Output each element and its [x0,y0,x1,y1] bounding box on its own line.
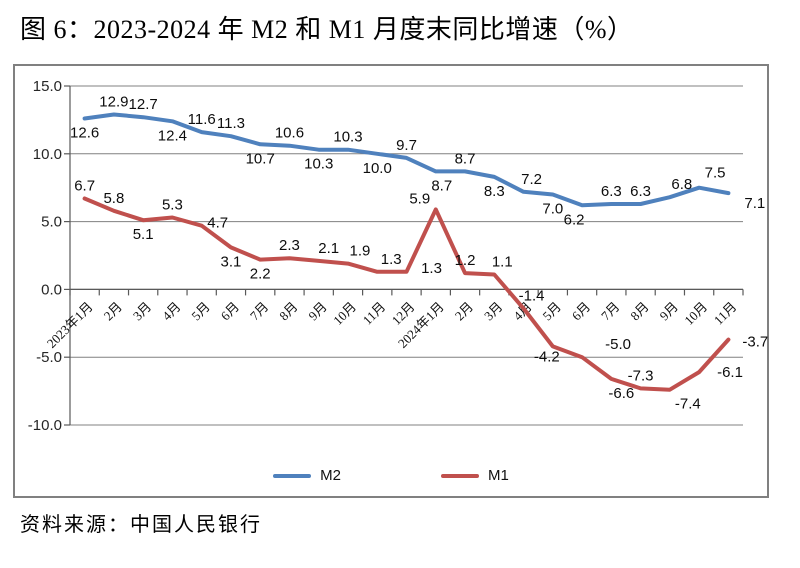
m1-data-label: 2.1 [318,240,339,257]
m2-data-label: 6.3 [601,183,622,200]
y-axis-label: 5.0 [41,214,62,231]
m2-data-label: 10.6 [275,125,304,142]
x-axis-label: 11月 [711,299,740,328]
m1-data-label: 6.7 [74,178,95,195]
y-axis-label: -10.0 [28,417,62,434]
x-axis-label: 5月 [188,299,212,323]
m2-data-label: 7.2 [521,171,542,188]
m1-data-label: 5.9 [409,190,430,207]
m2-data-label: 10.0 [363,160,392,177]
m2-data-label: 6.3 [630,183,651,200]
m2-data-label: 6.2 [564,211,585,228]
m1-data-label: -3.7 [742,334,768,351]
m2-data-label: 8.7 [455,150,476,167]
m1-data-label: 2.3 [279,237,300,254]
m1-data-label: -6.1 [717,364,743,381]
source-note: 资料来源：中国人民银行 [20,514,262,536]
m2-data-label: 12.6 [70,125,99,142]
m1-line [82,196,731,392]
y-axis-label: 15.0 [33,78,62,95]
m2-data-label: 7.5 [705,165,726,182]
x-axis-label: 3月 [130,299,154,323]
x-axis-label: 9月 [657,299,681,323]
legend-item-m2: M2 [273,467,341,484]
x-axis-label: 2月 [452,299,476,323]
m1-data-label: -6.6 [608,385,634,402]
y-axis-label: -5.0 [36,349,62,366]
legend-label-m1: M1 [488,467,509,484]
x-axis-label: 7月 [598,299,622,323]
m1-data-label: 1.1 [492,253,513,270]
y-axis-label: 10.0 [33,146,62,163]
x-axis-label: 6月 [218,299,242,323]
m1-data-label: 5.8 [103,190,124,207]
m2-data-label: 8.7 [431,177,452,194]
x-axis-label: 8月 [627,299,651,323]
m1-data-label: 5.3 [162,197,183,214]
m1-data-label: -5.0 [605,336,631,353]
chart-legend: M2 M1 [15,467,767,484]
m2-data-label: 11.3 [217,115,245,132]
m1-data-label: 1.3 [381,251,402,268]
m1-data-label: 3.1 [221,253,242,270]
m2-data-label: 7.0 [542,200,563,217]
legend-label-m2: M2 [320,467,341,484]
legend-item-m1: M1 [441,467,509,484]
m1-data-label: 1.2 [455,252,476,269]
m1-line-swatch [441,473,479,478]
m1-data-label: -7.4 [675,396,701,413]
x-axis-label: 4月 [159,299,183,323]
x-axis-label: 3月 [481,299,505,323]
m1-data-label: 1.3 [421,260,442,277]
m2-data-label: 12.9 [99,93,128,110]
x-axis-label: 11月 [360,299,389,328]
m1-data-label: 4.7 [207,215,228,232]
x-axis-label: 2月 [101,299,125,323]
m2-data-label: 11.6 [188,111,216,128]
m2-line-swatch [273,473,312,478]
m1-data-label: -1.4 [519,287,545,304]
m2-data-label: 10.3 [333,129,362,146]
m1-data-label: 5.1 [133,226,154,243]
m2-data-label: 8.3 [484,183,505,200]
x-axis-label: 9月 [305,299,329,323]
m2-data-label: 10.3 [304,156,333,173]
figure-title: 图 6：2023-2024 年 M2 和 M1 月度末同比增速（%） [20,15,634,44]
x-axis-label: 7月 [247,299,271,323]
x-axis-label: 10月 [330,299,359,328]
m2-data-label: 10.7 [246,150,275,167]
m1-data-label: -4.2 [534,348,560,365]
m2-data-label: 12.4 [158,127,187,144]
x-axis-label: 8月 [276,299,300,323]
m2-line [82,112,731,208]
m1-data-label: 2.2 [250,266,271,283]
m2-data-label: 7.1 [744,195,765,212]
m2-data-label: 12.7 [129,96,158,113]
x-axis-label: 6月 [569,299,593,323]
y-axis-label: 0.0 [41,281,62,298]
m2-data-label: 6.8 [671,176,692,193]
m2-data-label: 9.7 [396,137,417,154]
m1-data-label: -7.3 [628,367,654,384]
x-axis-label: 10月 [681,299,710,328]
m1-data-label: 1.9 [350,243,371,260]
chart-container: 15.0 10.0 5.0 0.0 -5.0 -10.0 2023年1月 2月 3月 4月 5月 6月… [13,64,769,498]
